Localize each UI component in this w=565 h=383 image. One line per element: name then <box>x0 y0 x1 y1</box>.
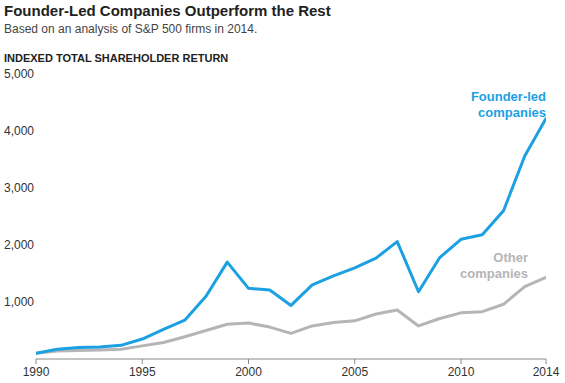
x-tick <box>354 359 355 364</box>
y-tick-label: 3,000 <box>4 181 34 195</box>
x-tick <box>142 359 143 364</box>
x-tick-label: 2005 <box>341 365 368 379</box>
x-tick-label: 2000 <box>235 365 262 379</box>
x-tick <box>461 359 462 364</box>
series-label-line: Other <box>493 250 528 265</box>
x-tick-label: 2010 <box>448 365 475 379</box>
title: Founder-Led Companies Outperform the Res… <box>4 2 331 19</box>
y-tick-label: 5,000 <box>4 67 34 81</box>
x-tick-label: 2014 <box>533 365 560 379</box>
series-line <box>36 118 546 353</box>
series-label: Othercompanies <box>460 250 528 281</box>
x-tick <box>248 359 249 364</box>
x-tick-label: 1990 <box>23 365 50 379</box>
series-label-line: companies <box>478 105 546 120</box>
series-label: Founder-ledcompanies <box>471 89 546 120</box>
y-tick-label: 2,000 <box>4 238 34 252</box>
series-line <box>36 277 546 353</box>
x-tick-label: 1995 <box>129 365 156 379</box>
y-tick-label: 1,000 <box>4 295 34 309</box>
x-axis <box>36 359 546 360</box>
series-label-line: companies <box>460 266 528 281</box>
plot-area <box>36 118 546 353</box>
y-axis-label: INDEXED TOTAL SHAREHOLDER RETURN <box>4 52 228 64</box>
chart: Founder-Led Companies Outperform the Res… <box>0 0 565 383</box>
x-tick <box>546 359 547 364</box>
series-label-line: Founder-led <box>471 89 546 104</box>
y-tick-label: 4,000 <box>4 124 34 138</box>
subtitle: Based on an analysis of S&P 500 firms in… <box>4 22 257 36</box>
x-tick <box>36 359 37 364</box>
